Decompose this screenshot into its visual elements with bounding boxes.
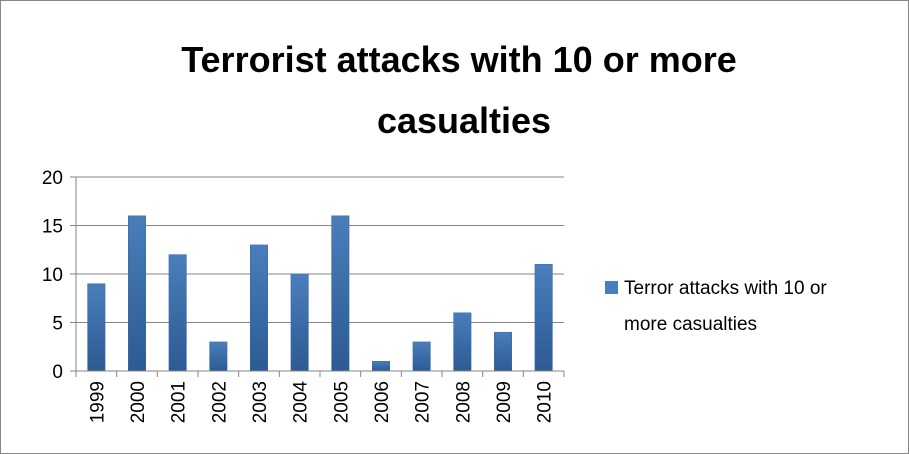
legend-label: Terror attacks with 10 or more casualtie… [624, 278, 832, 335]
x-tick-label-2002: 2002 [209, 381, 230, 423]
bar-2006 [372, 361, 390, 372]
x-tick-label-2004: 2004 [291, 381, 312, 424]
x-tick-label-1999: 1999 [87, 381, 108, 423]
x-tick-label-2008: 2008 [453, 381, 474, 423]
legend-label-line-1: Terror attacks with 10 or [624, 278, 827, 299]
chart-title: Terrorist attacks with 10 or more casual… [181, 39, 747, 141]
x-tick-label-2001: 2001 [169, 381, 190, 423]
x-tick-label-2003: 2003 [250, 381, 271, 423]
y-tick-label: 0 [52, 362, 63, 383]
y-tick-label: 20 [42, 168, 63, 189]
y-tick-label: 15 [42, 217, 63, 238]
legend-label-line-2: more casualties [624, 314, 757, 335]
bar-2002 [209, 341, 228, 372]
bars [87, 215, 553, 372]
bar-2008 [453, 312, 472, 372]
x-tick-labels: 1999 2000 2001 2002 2003 2004 2005 2006 2007 2008… [87, 381, 555, 424]
bar-2005 [331, 215, 350, 372]
y-tick-labels: 0 5 10 15 20 [42, 168, 63, 383]
x-tick-label-2006: 2006 [372, 381, 393, 423]
y-tick-label: 10 [42, 265, 63, 286]
x-tick-label-2010: 2010 [535, 381, 556, 423]
bar-1999 [87, 283, 106, 372]
x-tick-label-2007: 2007 [413, 381, 434, 423]
legend-swatch [605, 281, 618, 294]
bar-2010 [534, 264, 553, 372]
chart-title-line-1: Terrorist attacks with 10 or more [181, 39, 737, 80]
bar-2003 [250, 244, 268, 372]
bar-2009 [494, 331, 512, 372]
x-tick-label-2009: 2009 [494, 381, 515, 423]
axes [70, 176, 565, 377]
bar-2007 [412, 341, 431, 372]
x-tick-label-2000: 2000 [128, 381, 149, 423]
y-tick-label: 5 [52, 314, 63, 335]
bar-2000 [128, 215, 146, 372]
x-tick-label-2005: 2005 [331, 381, 352, 423]
legend: Terror attacks with 10 or more casualtie… [605, 278, 832, 335]
gridlines [76, 176, 564, 323]
bar-2001 [168, 254, 187, 372]
bar-2004 [290, 273, 309, 372]
chart-title-line-2: casualties [377, 100, 551, 141]
